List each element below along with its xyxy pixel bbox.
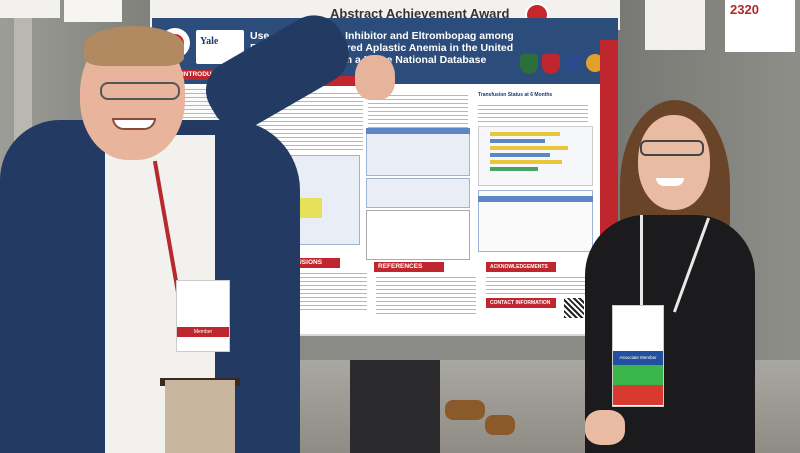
woman-name-badge: Associate Member <box>612 305 664 407</box>
man-glasses-icon <box>100 82 180 100</box>
chart-bar-5 <box>490 160 562 164</box>
references-heading: REFERENCES <box>374 262 444 272</box>
man-pointing-hand <box>355 55 395 100</box>
transfusion-text <box>478 102 588 124</box>
chart-bar-2 <box>490 139 545 143</box>
booth-number-sign <box>725 0 795 52</box>
flow-diagram <box>366 210 470 260</box>
background-shoe <box>445 400 485 420</box>
crest-icon-1 <box>520 54 538 74</box>
award-banner-text: Abstract Achievement Award <box>330 6 510 21</box>
woman-face <box>638 115 710 210</box>
references-text <box>376 274 476 314</box>
left-note-sheet <box>0 0 60 18</box>
transfusion-heading: Transfusion Status at 6 Months <box>478 92 553 98</box>
man-badge-membership: Member <box>177 327 229 337</box>
woman-smile <box>656 178 684 186</box>
side-sign-sheet <box>645 0 705 50</box>
woman-glasses-icon <box>640 140 704 156</box>
booth-number: 2320 <box>730 2 759 17</box>
crest-icon-3 <box>564 54 582 74</box>
left-note-sheet-2 <box>64 0 122 22</box>
man-pants <box>165 380 235 453</box>
woman-hand <box>585 410 625 445</box>
background-shoe-2 <box>485 415 515 435</box>
yale-logo: Yale <box>196 30 244 64</box>
middle-table-1 <box>366 128 470 176</box>
man-smile <box>112 118 156 130</box>
crest-icon-2 <box>542 54 560 74</box>
qr-code-icon <box>564 298 584 318</box>
woman-lanyard <box>640 215 643 315</box>
middle-table-2 <box>366 178 470 208</box>
acknowledgements-text <box>486 274 586 294</box>
man-name-badge: Member <box>176 280 230 352</box>
man-hair <box>84 26 184 66</box>
cox-table-header <box>478 196 593 202</box>
chart-bar-6 <box>490 167 538 171</box>
woman-badge-red-stripe <box>613 385 663 405</box>
acknowledgements-heading: ACKNOWLEDGEMENTS <box>486 262 556 272</box>
chart-bar-1 <box>490 132 560 136</box>
chart-bar-4 <box>490 153 550 157</box>
crest-icon-4 <box>586 54 604 72</box>
woman-badge-membership: Associate Member <box>613 351 663 365</box>
yale-logo-text: Yale <box>200 36 219 47</box>
chart-bar-3 <box>490 146 568 150</box>
contact-heading: CONTACT INFORMATION <box>486 298 556 308</box>
background-person-legs-2 <box>350 360 440 453</box>
woman-badge-green-stripe <box>613 365 663 385</box>
middle-table-1-header <box>366 128 470 134</box>
